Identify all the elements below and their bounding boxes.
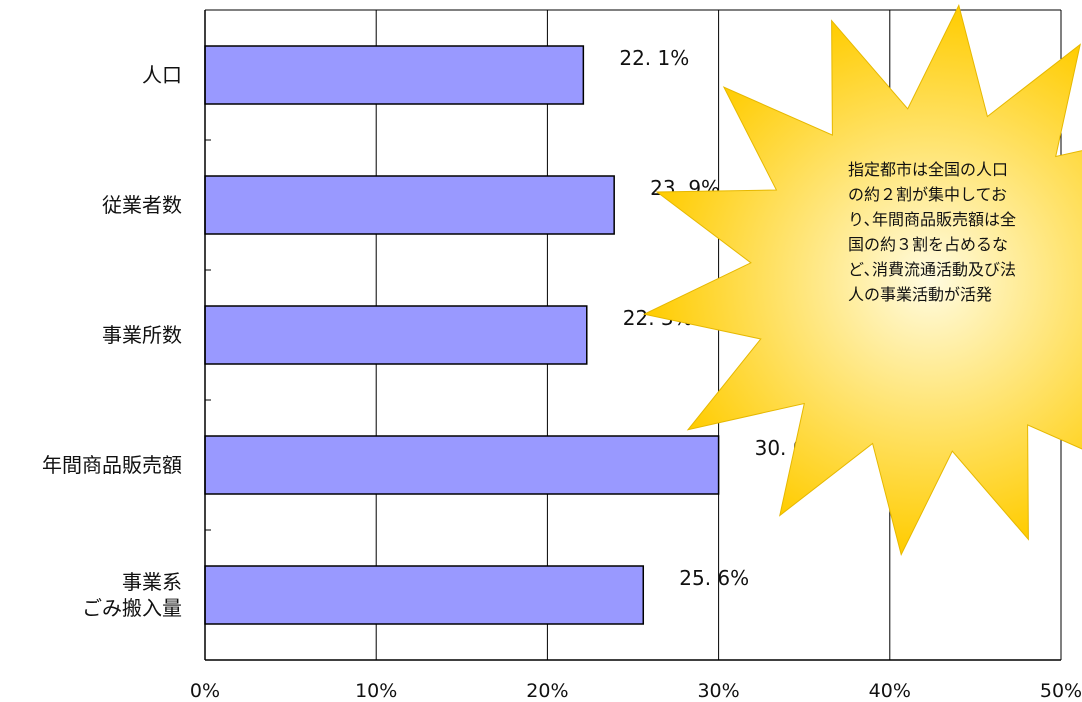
callout-text-line: 人の事業活動が活発 — [848, 285, 992, 304]
callout-text-line: 指定都市は全国の人口 — [848, 160, 1008, 179]
bars — [204, 45, 720, 625]
bar — [204, 175, 615, 235]
x-tick-label: 40% — [869, 680, 911, 702]
x-tick-label: 50% — [1040, 680, 1082, 702]
callout-text-line: の約２割が集中してお — [848, 185, 1007, 204]
bar — [204, 45, 585, 105]
callout-text-line: 国の約３割を占めるな — [848, 235, 1008, 254]
category-label: 人口 — [142, 63, 182, 87]
callout-starburst: 指定都市は全国の人口の約２割が集中しており､年間商品販売額は全国の約３割を占める… — [642, 3, 1082, 557]
category-label: 年間商品販売額 — [42, 453, 182, 477]
category-label: 従業者数 — [102, 193, 182, 217]
x-tick-label: 0% — [190, 680, 220, 702]
x-tick-label: 10% — [355, 680, 397, 702]
bar — [204, 305, 588, 365]
category-label: 事業所数 — [102, 323, 182, 347]
callout-text-line: り､年間商品販売額は全 — [848, 210, 1016, 229]
x-tick-label: 30% — [697, 680, 739, 702]
data-label: 25. 6% — [679, 566, 749, 590]
category-label: 事業系 — [122, 570, 182, 594]
starburst-shape — [642, 3, 1082, 557]
category-label: ごみ搬入量 — [82, 596, 182, 620]
bar — [204, 565, 645, 625]
axes — [204, 9, 1061, 661]
bar — [204, 435, 720, 495]
callout-text-line: ど､消費流通活動及び法 — [848, 260, 1016, 279]
x-tick-label: 20% — [526, 680, 568, 702]
data-label: 22. 1% — [619, 46, 689, 70]
